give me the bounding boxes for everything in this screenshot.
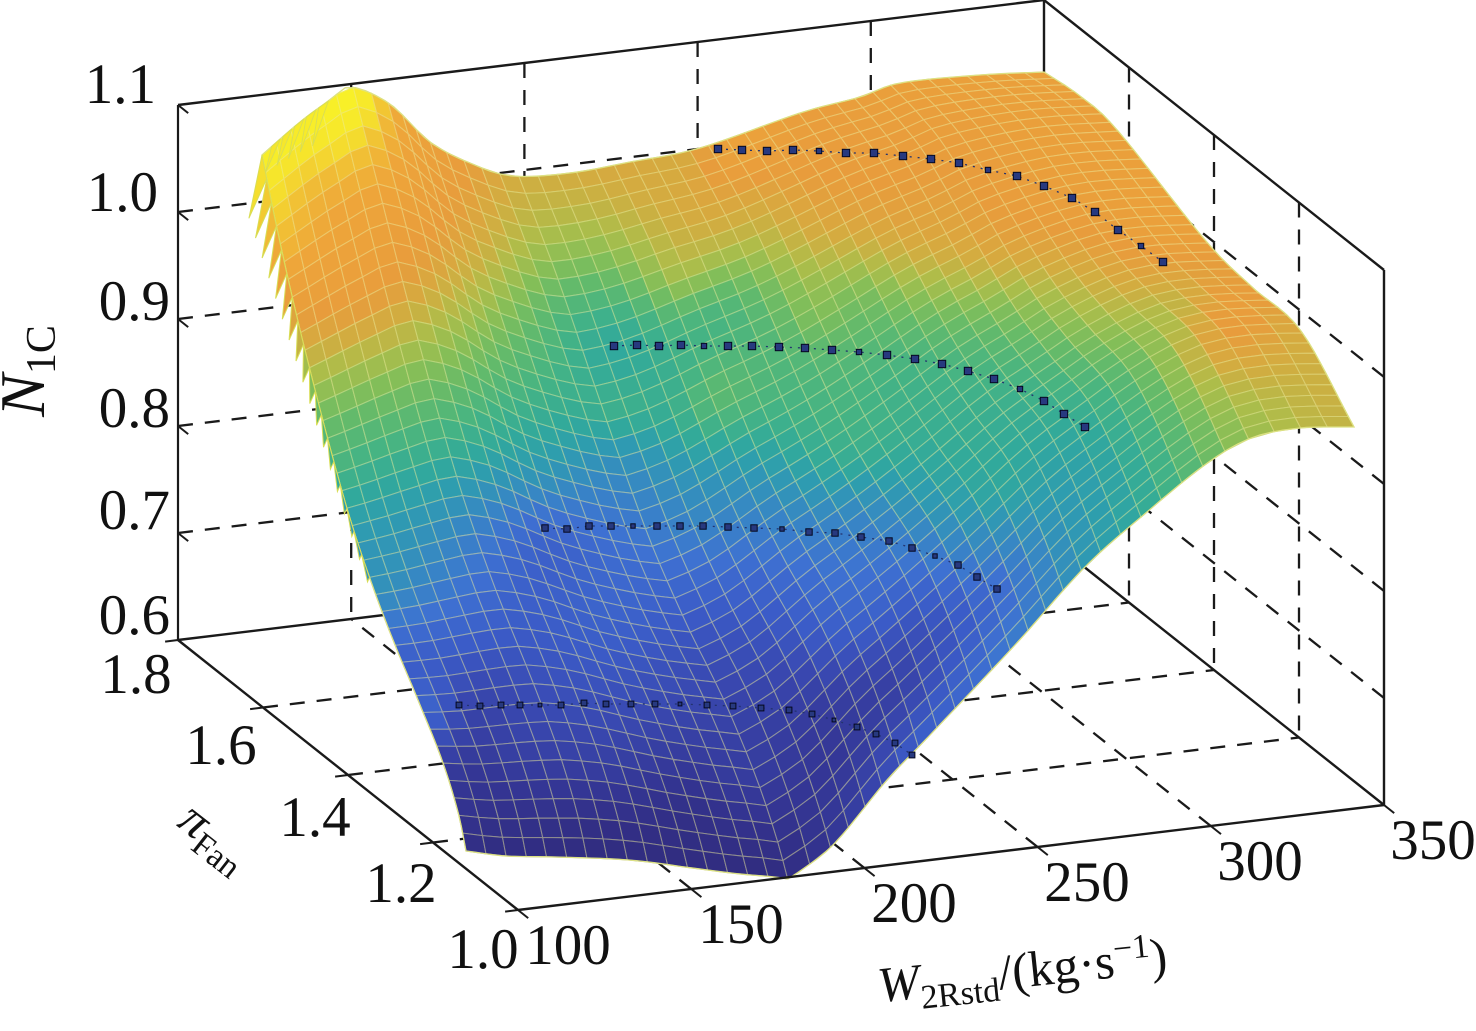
svg-text:0.8: 0.8	[99, 377, 170, 440]
svg-text:1.1: 1.1	[85, 53, 156, 116]
svg-text:200: 200	[871, 872, 957, 935]
svg-text:1.8: 1.8	[100, 643, 171, 706]
svg-text:250: 250	[1044, 851, 1130, 914]
svg-text:1.4: 1.4	[279, 786, 350, 849]
svg-text:0.9: 0.9	[99, 270, 170, 333]
svg-text:N1C: N1C	[0, 325, 65, 418]
svg-text:1.0: 1.0	[447, 918, 518, 981]
svg-text:150: 150	[698, 893, 784, 956]
svg-text:0.7: 0.7	[99, 479, 170, 542]
svg-text:W2Rstd/(kg·s−1): W2Rstd/(kg·s−1)	[875, 926, 1171, 1021]
svg-text:1.6: 1.6	[185, 714, 256, 777]
svg-text:100: 100	[525, 914, 611, 977]
svg-text:0.6: 0.6	[99, 584, 170, 647]
svg-text:300: 300	[1217, 830, 1303, 893]
svg-text:1.2: 1.2	[365, 852, 436, 915]
svg-text:350: 350	[1390, 809, 1476, 872]
svg-text:1.0: 1.0	[87, 161, 158, 224]
